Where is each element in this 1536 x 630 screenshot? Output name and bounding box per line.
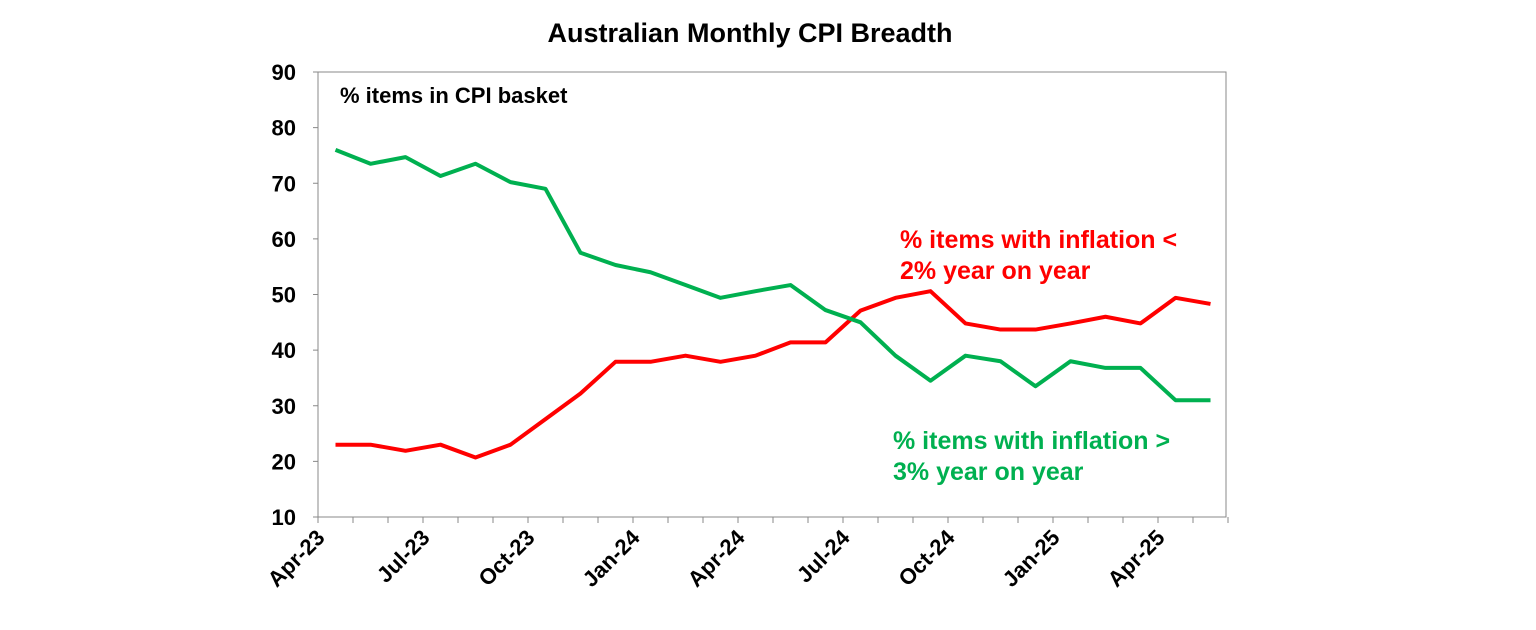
y-tick-label: 90 xyxy=(272,60,296,85)
x-tick-label: Apr-25 xyxy=(1103,525,1170,592)
y-tick-label: 80 xyxy=(272,116,296,141)
y-tick-label: 10 xyxy=(272,505,296,530)
series-line-below-2pct xyxy=(335,289,1211,460)
x-tick-label: Oct-23 xyxy=(473,525,539,591)
series-label: % items with inflation > xyxy=(893,427,1170,455)
chart-title: Australian Monthly CPI Breadth xyxy=(547,18,952,48)
y-tick-label: 30 xyxy=(272,394,296,419)
y-tick-label: 50 xyxy=(272,283,296,308)
y-tick-label: 40 xyxy=(272,338,296,363)
y-axis-label: % items in CPI basket xyxy=(340,83,568,108)
x-tick-label: Jul-23 xyxy=(372,525,435,588)
x-tick-label: Apr-24 xyxy=(683,524,750,591)
x-tick-label: Oct-24 xyxy=(893,524,960,591)
x-tick-label: Jan-24 xyxy=(578,524,646,592)
x-tick-label: Jul-24 xyxy=(792,524,855,587)
series-label: 2% year on year xyxy=(900,257,1091,285)
y-tick-label: 20 xyxy=(272,449,296,474)
y-tick-label: 60 xyxy=(272,227,296,252)
series-line-above-3pct xyxy=(334,148,1211,403)
series-label: % items with inflation < xyxy=(900,226,1177,254)
x-tick-label: Jan-25 xyxy=(998,525,1065,592)
y-tick-label: 70 xyxy=(272,171,296,196)
x-tick-label: Apr-23 xyxy=(263,525,330,592)
series-label: 3% year on year xyxy=(893,458,1084,486)
